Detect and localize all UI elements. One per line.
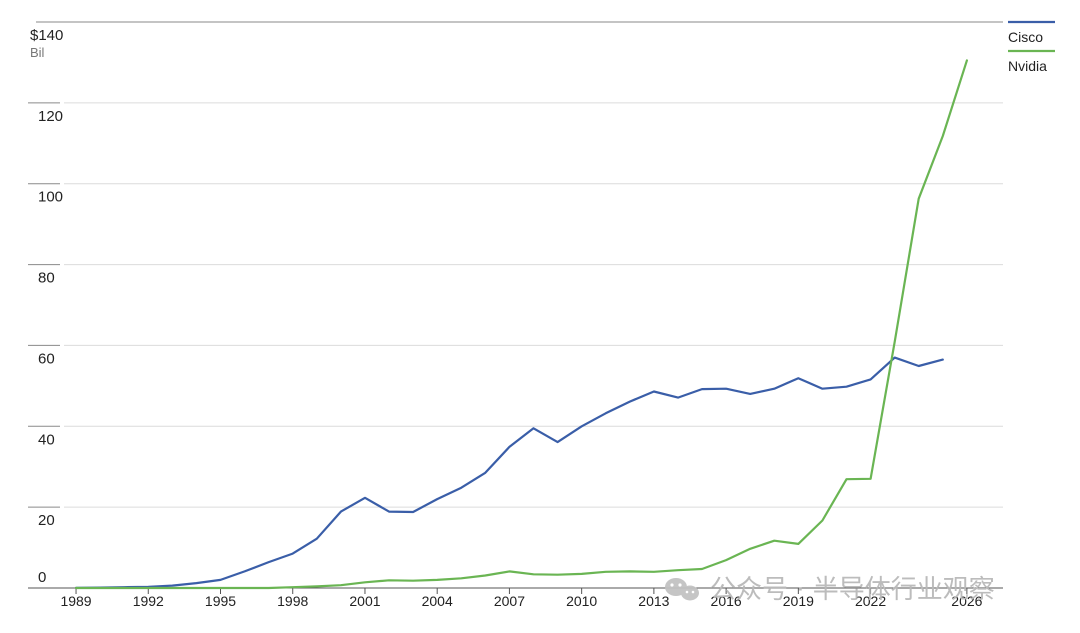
series-line-nvidia bbox=[74, 59, 969, 590]
x-tick-label: 2001 bbox=[349, 593, 380, 609]
gridlines bbox=[28, 21, 1003, 594]
axes: $140 Bil 0 20 40 60 80 100 120 1989 1992 1995 1998… bbox=[30, 27, 983, 609]
y-tick-label: 80 bbox=[38, 270, 55, 287]
x-tick-label: 1998 bbox=[277, 593, 308, 609]
series-line-cisco bbox=[74, 356, 944, 590]
y-tick-label: 60 bbox=[38, 350, 55, 367]
watermark: 公众号 · 半导体行业观察 bbox=[665, 575, 995, 605]
x-tick-label: 2007 bbox=[494, 593, 525, 609]
x-tick-label: 1989 bbox=[60, 593, 91, 609]
legend-label-nvidia: Nvidia bbox=[1008, 58, 1047, 74]
y-tick-label: 0 bbox=[38, 569, 46, 586]
legend-label-cisco: Cisco bbox=[1008, 29, 1043, 45]
x-tick-label: 2010 bbox=[566, 593, 597, 609]
x-tick-label: 2026 bbox=[951, 593, 982, 609]
x-tick-label: 2013 bbox=[638, 593, 669, 609]
watermark-text: 公众号 · 半导体行业观察 bbox=[710, 575, 995, 605]
x-tick-label: 2004 bbox=[422, 593, 453, 609]
y-tick-label: 120 bbox=[38, 108, 63, 125]
series-lines bbox=[74, 59, 969, 590]
y-axis-unit-sub-label: Bil bbox=[30, 45, 45, 60]
wechat-icon bbox=[665, 578, 699, 601]
y-tick-label: 40 bbox=[38, 431, 55, 448]
x-tick-label: 2016 bbox=[711, 593, 742, 609]
y-axis-unit-label: $140 bbox=[30, 27, 63, 44]
legend: Cisco Nvidia bbox=[1008, 20, 1055, 74]
x-tick-label: 1995 bbox=[205, 593, 236, 609]
x-tick-label: 1992 bbox=[133, 593, 164, 609]
x-tick-label: 2019 bbox=[783, 593, 814, 609]
y-tick-label: 20 bbox=[38, 512, 55, 529]
x-tick-label: 2022 bbox=[855, 593, 886, 609]
y-tick-label: 100 bbox=[38, 189, 63, 206]
